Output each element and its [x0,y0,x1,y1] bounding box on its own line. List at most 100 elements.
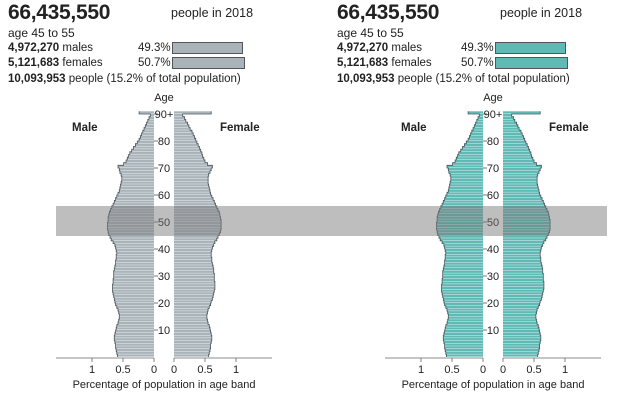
female-bar [174,151,202,155]
male-bar [126,159,154,163]
male-bar [443,267,483,271]
female-bar [174,276,215,279]
male-bar [141,132,154,136]
female-bar [503,181,538,184]
male-bar [115,330,154,333]
total-count: 10,093,953 [8,73,66,85]
male-bar [115,346,154,349]
female-label: Female [220,122,260,134]
male-label: Male [72,122,98,134]
male-bar [445,351,483,354]
female-bar [503,278,544,281]
male-bar [443,338,483,341]
female-bar [174,332,212,335]
male-bar [116,327,154,330]
male-bar [460,149,483,152]
male-bar [443,340,483,344]
male-bar [121,176,154,179]
female-bar [174,335,212,338]
male-bar [119,186,154,190]
male-bar [128,154,154,157]
female-bar [174,219,222,222]
female-bar [503,321,538,325]
male-bar [108,216,154,219]
female-bar [503,348,539,352]
age-tick-label: 10 [158,325,170,337]
female-bar [503,281,544,284]
males-label: males [391,42,423,54]
population-total: 66,435,550 [8,1,111,24]
females-bar [172,57,245,69]
female-bar [503,162,537,165]
male-bar [119,168,154,171]
male-bar [444,197,483,200]
male-bar [109,211,154,214]
female-bar [503,222,551,225]
male-bar [108,213,154,217]
female-bar [503,111,541,114]
female-label: Female [549,122,589,134]
male-bar [117,354,154,357]
male-bar [127,157,154,160]
female-bar [503,346,540,349]
male-bar [437,230,483,233]
female-bar [503,343,540,346]
female-bar [174,281,215,284]
x-axis-title: Percentage of population in age band [402,379,585,391]
female-bar [174,154,203,157]
female-bar [174,316,207,319]
female-bar [174,270,214,273]
female-bar [174,122,188,125]
female-bar [503,178,538,182]
female-bar [503,176,538,179]
male-bar [478,116,483,119]
male-bar [114,335,154,338]
female-bar [503,154,532,157]
female-x-tick-label: 0.5 [197,364,212,376]
male-bar [118,311,154,314]
age-tick-label: 90+ [155,109,174,121]
male-bar [448,168,483,171]
male-outline [107,111,151,357]
male-bar [474,124,483,128]
male-bar [116,348,154,352]
age-highlight-band[interactable] [56,206,607,236]
female-bar [503,135,524,138]
female-bar [174,313,207,317]
age-tick-label: 30 [158,271,170,283]
female-bar [174,230,221,233]
male-bar [442,281,483,284]
male-bar [438,235,483,238]
female-bar [503,273,544,276]
male-bar [121,181,154,184]
male-bar [444,262,483,265]
males-bar [172,42,243,54]
male-bar [456,157,483,160]
males-pct: 49.3% [138,42,171,54]
female-bar [503,254,541,257]
males-row: 4,972,270 males [337,42,422,54]
female-bar [174,143,199,146]
male-bar [440,238,483,241]
female-bar [174,289,215,292]
male-bar [468,138,483,141]
male-bar [118,192,154,195]
female-bar [503,251,541,254]
female-bar [174,146,200,149]
female-bar [174,240,215,244]
male-bar [116,254,154,257]
female-bar [174,111,212,114]
female-bar [503,197,543,200]
male-bar [442,270,483,273]
male-bar [450,176,483,179]
male-bar [115,303,154,306]
male-outline [436,111,480,357]
female-bar [174,159,205,163]
male-bar [114,300,154,303]
male-x-tick-label: 1 [418,364,424,376]
female-bar [503,189,539,192]
male-bar [476,119,483,122]
age-tick-label: 10 [487,325,499,337]
male-bar [114,340,154,344]
female-bar [174,292,214,295]
